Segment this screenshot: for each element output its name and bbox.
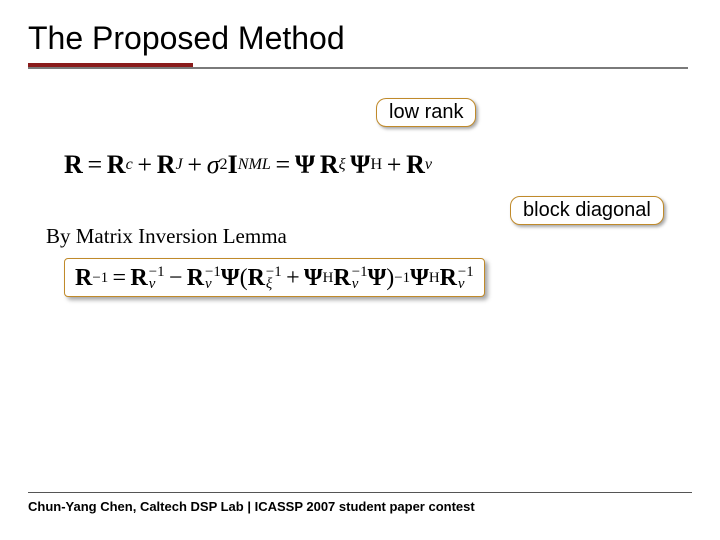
footer-rule [28, 492, 692, 493]
callout-low-rank: low rank [376, 98, 476, 127]
equation-1: R = Rc + RJ + σ2 INML = Ψ Rξ ΨH + Rv [64, 150, 432, 180]
page-title: The Proposed Method [28, 20, 692, 57]
slide: The Proposed Method low rank R = Rc + RJ… [0, 0, 720, 540]
title-rule [28, 63, 692, 71]
callout-block-diagonal: block diagonal [510, 196, 664, 225]
footer-text: Chun-Yang Chen, Caltech DSP Lab | ICASSP… [28, 499, 692, 514]
lemma-text: By Matrix Inversion Lemma [46, 224, 287, 249]
equation-2-box: R−1 = R−1v − R−1v Ψ ( R−1ξ + ΨH R−1v Ψ )… [64, 258, 485, 297]
footer: Chun-Yang Chen, Caltech DSP Lab | ICASSP… [28, 492, 692, 514]
equation-2: R−1 = R−1v − R−1v Ψ ( R−1ξ + ΨH R−1v Ψ )… [75, 265, 474, 292]
